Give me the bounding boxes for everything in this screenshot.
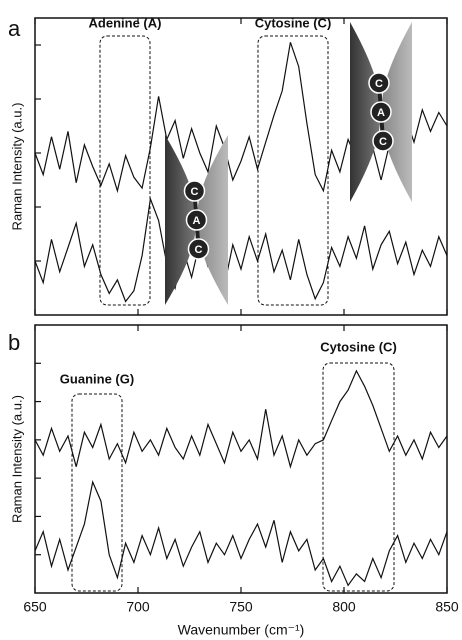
- nucleotide-label: C: [379, 136, 387, 148]
- electrode-left: [165, 135, 196, 305]
- nucleotide-label: A: [377, 107, 385, 119]
- region-box: [99, 35, 151, 306]
- x-tick-label: 650: [23, 599, 47, 615]
- nucleotide: [183, 180, 206, 202]
- nucleotide: [187, 238, 210, 260]
- x-tick-label: 750: [229, 599, 253, 615]
- panel-letter: b: [8, 330, 20, 355]
- nucleotide: [370, 101, 392, 123]
- spectrum-line: [34, 196, 448, 303]
- spectrum-line: [34, 369, 448, 469]
- electrode-left: [350, 22, 380, 202]
- region-box: [257, 35, 329, 306]
- spectrum-line: [34, 479, 448, 587]
- region-label: Cytosine (C): [255, 15, 332, 30]
- x-tick-label: 850: [435, 599, 459, 615]
- region-label: Cytosine (C): [320, 339, 397, 354]
- y-axis-label: Raman Intensity (a.u.): [9, 395, 24, 523]
- nucleotide: [368, 72, 390, 94]
- plot-frame: [34, 324, 448, 594]
- region-label: Guanine (G): [60, 371, 134, 386]
- region-box: [71, 393, 123, 592]
- nucleotide-label: C: [375, 78, 383, 90]
- region-label: Adenine (A): [89, 15, 162, 30]
- nucleotide-label: C: [191, 186, 199, 198]
- nucleotide: [185, 209, 208, 231]
- electrode-right: [197, 135, 228, 305]
- y-axis-label: Raman Intensity (a.u.): [9, 103, 24, 231]
- panel-letter: a: [8, 16, 21, 41]
- spectrum-line: [34, 42, 448, 194]
- x-axis-label: Wavenumber (cm⁻¹): [178, 622, 305, 638]
- x-tick-label: 800: [332, 599, 356, 615]
- nucleotide-label: C: [195, 244, 203, 256]
- region-box: [322, 362, 395, 592]
- x-tick-label: 700: [126, 599, 150, 615]
- nucleotide: [372, 130, 394, 152]
- nucleotide-label: A: [193, 215, 201, 227]
- electrode-right: [382, 22, 412, 202]
